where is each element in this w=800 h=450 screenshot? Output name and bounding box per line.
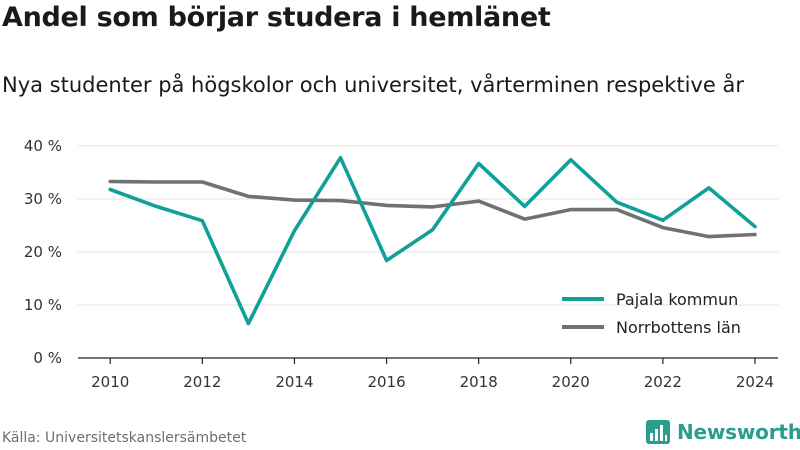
x-tick-label: 2018 — [460, 373, 498, 391]
grid-lines — [78, 145, 778, 306]
y-tick-label: 0 % — [33, 349, 62, 367]
bar-chart-logo-icon — [646, 420, 670, 444]
chart-subtitle: Nya studenter på högskolor och universit… — [2, 73, 744, 97]
brand-logo: Newsworthy — [645, 419, 800, 445]
x-tick-label: 2010 — [91, 373, 129, 391]
x-tick-label: 2016 — [367, 373, 405, 391]
series-line-norrbottens-län — [108, 179, 757, 239]
legend: Pajala kommun Norrbottens län — [562, 290, 741, 337]
x-tick-label: 2014 — [275, 373, 313, 391]
series-lines — [108, 155, 757, 326]
x-tick-label: 2012 — [183, 373, 221, 391]
legend-label: Pajala kommun — [616, 290, 738, 309]
y-tick-label: 40 % — [24, 137, 62, 155]
chart-title: Andel som börjar studera i hemlänet — [2, 2, 551, 33]
source-note: Källa: Universitetskanslersämbetet — [2, 430, 247, 446]
x-tick-label: 2024 — [736, 373, 774, 391]
x-tick-label: 2022 — [644, 373, 682, 391]
x-axis: 2010 2012 2014 2016 2018 2020 2022 2024 — [78, 357, 778, 391]
brand-name: Newsworthy — [677, 420, 800, 444]
y-tick-label: 20 % — [24, 243, 62, 261]
series-line-pajala-kommun — [108, 155, 757, 326]
y-tick-label: 30 % — [24, 190, 62, 208]
y-tick-label: 10 % — [24, 296, 62, 314]
x-tick-label: 2020 — [552, 373, 590, 391]
legend-label: Norrbottens län — [616, 318, 741, 337]
y-axis-ticks: 0 % 10 % 20 % 30 % 40 % — [24, 137, 62, 367]
